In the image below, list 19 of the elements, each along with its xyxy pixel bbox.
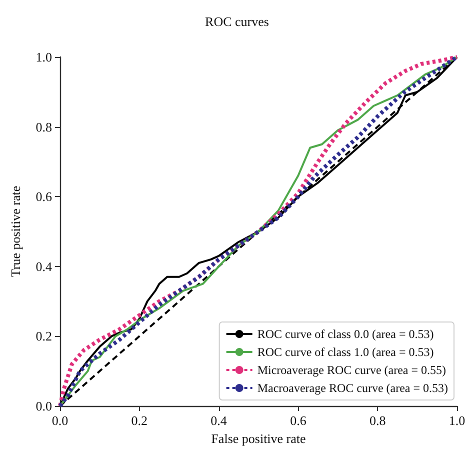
y-tick-label: 0.2 (36, 328, 52, 344)
x-tick-label: 0.0 (52, 413, 68, 428)
y-tick-label: 0.6 (36, 189, 52, 204)
x-tick-label: 0.6 (290, 413, 307, 428)
y-tick-label: 0.0 (36, 398, 52, 414)
legend-label: Macroaverage ROC curve (area = 0.53) (257, 381, 448, 395)
legend-label: ROC curve of class 1.0 (area = 0.53) (257, 345, 434, 359)
y-tick-label: 1.0 (36, 50, 52, 64)
y-tick-label: 0.8 (36, 119, 52, 134)
x-tick-label: 0.4 (210, 413, 228, 428)
chart-title: ROC curves (205, 14, 269, 29)
x-tick-label: 1.0 (448, 413, 466, 428)
y-tick-label: 0.4 (36, 258, 52, 274)
x-tick-label: 0.8 (369, 413, 386, 428)
legend-label: Microaverage ROC curve (area = 0.55) (257, 363, 446, 377)
y-axis-title: True positive rate (8, 186, 23, 278)
x-tick-label: 0.2 (131, 413, 148, 428)
x-axis-title: False positive rate (211, 431, 306, 446)
legend-label: ROC curve of class 0.0 (area = 0.53) (257, 327, 434, 341)
